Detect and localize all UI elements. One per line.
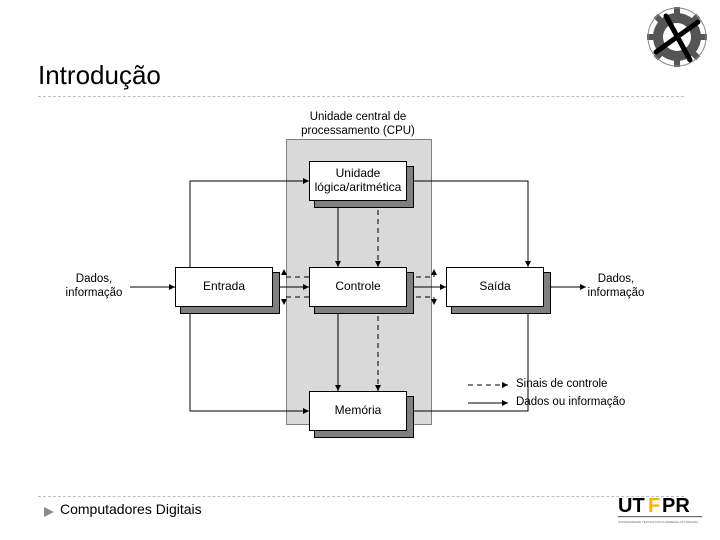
legend-dashed-label: Sinais de controle xyxy=(516,378,607,390)
legend-solid-label: Dados ou informação xyxy=(516,396,625,408)
svg-text:F: F xyxy=(648,495,660,517)
divider-top xyxy=(38,96,684,97)
utfpr-subtext: UNIVERSIDADE TECNOLÓGICA FEDERAL DO PARA… xyxy=(618,519,699,524)
node-controle-label: Controle xyxy=(335,280,380,294)
node-memoria-label: Memória xyxy=(335,404,382,418)
gear-logo-icon xyxy=(646,6,708,68)
footer-label: Computadores Digitais xyxy=(60,501,202,517)
cpu-block-diagram: Unidade central deprocessamento (CPU) Da… xyxy=(0,115,720,495)
utfpr-logo-icon: UT F PR UNIVERSIDADE TECNOLÓGICA FEDERAL… xyxy=(618,492,706,526)
svg-text:PR: PR xyxy=(662,495,690,517)
node-saida-label: Saída xyxy=(479,280,510,294)
divider-bottom xyxy=(38,496,684,497)
svg-text:UT: UT xyxy=(618,495,645,517)
node-entrada-label: Entrada xyxy=(203,280,245,294)
footer-bullet-icon xyxy=(44,504,54,514)
node-alu-label: Unidadelógica/aritmética xyxy=(315,167,402,195)
page-title: Introdução xyxy=(38,60,161,91)
